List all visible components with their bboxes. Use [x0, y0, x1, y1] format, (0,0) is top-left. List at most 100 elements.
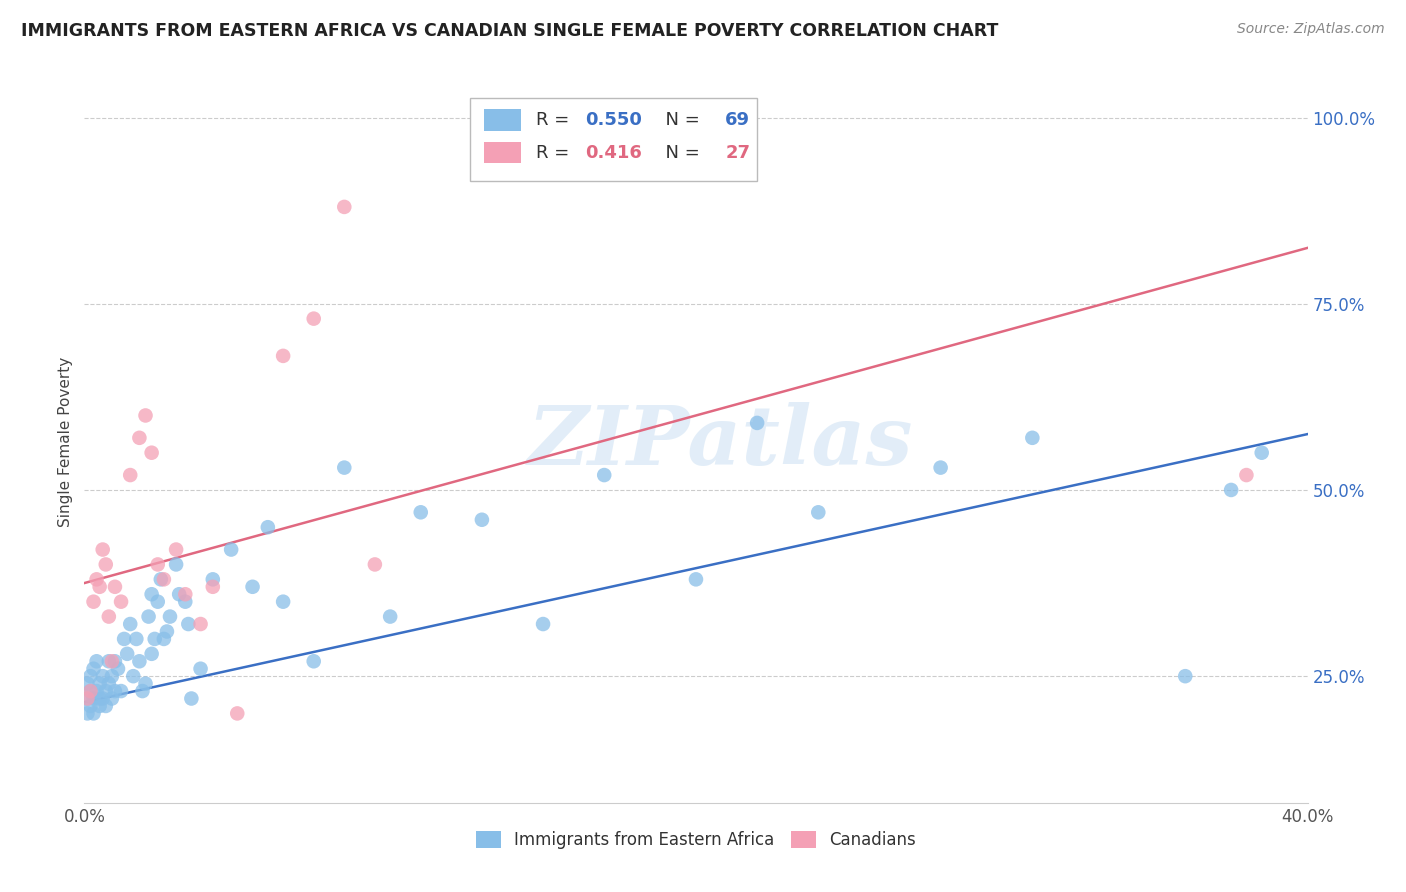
Text: IMMIGRANTS FROM EASTERN AFRICA VS CANADIAN SINGLE FEMALE POVERTY CORRELATION CHA: IMMIGRANTS FROM EASTERN AFRICA VS CANADI…	[21, 22, 998, 40]
Point	[83, 691, 105, 706]
Point	[86, 572, 108, 586]
Point	[167, 587, 190, 601]
Point	[101, 691, 124, 706]
Point	[333, 200, 356, 214]
Legend: Immigrants from Eastern Africa, Canadians: Immigrants from Eastern Africa, Canadian…	[470, 824, 922, 856]
Point	[141, 446, 163, 460]
Point	[89, 676, 111, 690]
Point	[165, 558, 187, 572]
Point	[79, 698, 101, 713]
Point	[165, 542, 187, 557]
Point	[141, 587, 163, 601]
Point	[333, 460, 356, 475]
Point	[593, 468, 616, 483]
Point	[201, 580, 224, 594]
Point	[380, 609, 402, 624]
Point	[104, 684, 127, 698]
Point	[135, 676, 157, 690]
Point	[94, 684, 117, 698]
Point	[153, 632, 176, 646]
Point	[97, 676, 120, 690]
Text: ZIPatlas: ZIPatlas	[527, 401, 912, 482]
Point	[128, 654, 150, 668]
Point	[89, 580, 111, 594]
Point	[120, 468, 142, 483]
Point	[79, 669, 101, 683]
Text: 69: 69	[725, 111, 751, 129]
FancyBboxPatch shape	[484, 109, 522, 131]
Point	[409, 505, 432, 519]
Point	[91, 691, 114, 706]
Point	[107, 662, 129, 676]
Text: N =: N =	[654, 144, 706, 161]
Point	[97, 654, 120, 668]
Point	[190, 662, 212, 676]
Point	[174, 587, 197, 601]
Point	[153, 572, 176, 586]
Point	[149, 572, 172, 586]
Point	[76, 691, 98, 706]
Point	[143, 632, 166, 646]
Point	[79, 684, 101, 698]
Point	[94, 698, 117, 713]
Point	[159, 609, 181, 624]
Point	[76, 691, 98, 706]
Point	[531, 617, 554, 632]
Point	[97, 609, 120, 624]
Point	[83, 595, 105, 609]
Text: N =: N =	[654, 111, 706, 129]
Point	[101, 669, 124, 683]
Text: 27: 27	[725, 144, 751, 161]
Point	[271, 595, 294, 609]
Point	[138, 609, 160, 624]
Point	[156, 624, 179, 639]
Point	[125, 632, 148, 646]
Point	[271, 349, 294, 363]
Point	[86, 654, 108, 668]
Point	[83, 706, 105, 721]
Y-axis label: Single Female Poverty: Single Female Poverty	[58, 357, 73, 526]
Point	[226, 706, 249, 721]
Point	[1236, 468, 1258, 483]
Point	[807, 505, 830, 519]
Point	[122, 669, 145, 683]
Point	[110, 684, 132, 698]
Point	[89, 691, 111, 706]
Point	[219, 542, 242, 557]
Point	[471, 513, 494, 527]
Point	[1250, 446, 1272, 460]
Point	[76, 706, 98, 721]
Point	[104, 654, 127, 668]
Point	[104, 580, 127, 594]
Point	[86, 684, 108, 698]
Point	[112, 632, 135, 646]
Point	[201, 572, 224, 586]
Point	[364, 558, 387, 572]
Point	[685, 572, 707, 586]
Point	[76, 676, 98, 690]
Point	[110, 595, 132, 609]
Point	[146, 595, 169, 609]
Point	[146, 558, 169, 572]
Point	[94, 558, 117, 572]
FancyBboxPatch shape	[484, 142, 522, 163]
Point	[79, 684, 101, 698]
Point	[180, 691, 202, 706]
Text: 0.416: 0.416	[585, 144, 641, 161]
Point	[120, 617, 142, 632]
FancyBboxPatch shape	[470, 98, 758, 181]
Point	[302, 311, 325, 326]
Point	[257, 520, 280, 534]
Point	[177, 617, 200, 632]
Text: R =: R =	[536, 111, 575, 129]
Point	[115, 647, 138, 661]
Point	[131, 684, 153, 698]
Point	[242, 580, 264, 594]
Point	[91, 669, 114, 683]
Point	[135, 409, 157, 423]
Point	[190, 617, 212, 632]
Point	[747, 416, 769, 430]
Text: 0.550: 0.550	[585, 111, 641, 129]
Point	[174, 595, 197, 609]
Point	[101, 654, 124, 668]
